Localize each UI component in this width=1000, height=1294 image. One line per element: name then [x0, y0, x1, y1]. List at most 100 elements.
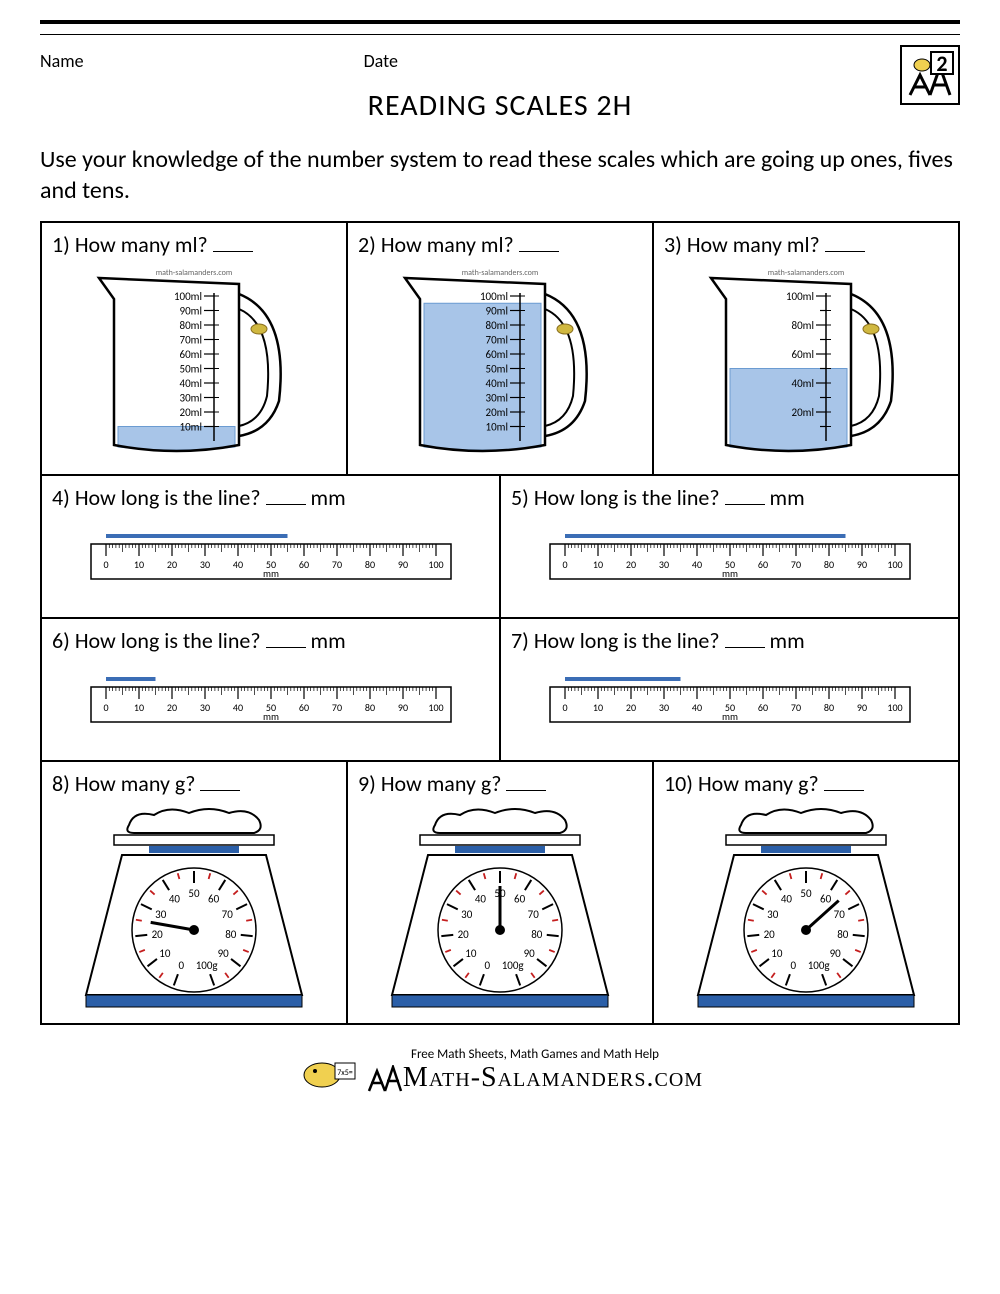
svg-text:30ml: 30ml: [486, 392, 508, 405]
answer-blank[interactable]: [725, 504, 765, 505]
svg-text:40: 40: [691, 558, 701, 571]
svg-text:100: 100: [428, 701, 443, 714]
svg-text:30: 30: [658, 701, 668, 714]
ruler-diagram: 0102030405060708090100mm: [52, 519, 489, 609]
svg-text:70ml: 70ml: [486, 334, 508, 347]
svg-text:90ml: 90ml: [180, 305, 202, 318]
q-number: 2): [358, 231, 376, 258]
answer-blank[interactable]: [506, 790, 546, 791]
svg-text:80: 80: [823, 701, 833, 714]
date-label: Date: [364, 50, 398, 72]
svg-text:40: 40: [475, 893, 487, 906]
q-label: How many ml?: [687, 231, 820, 258]
answer-blank[interactable]: [725, 647, 765, 648]
svg-text:100: 100: [428, 558, 443, 571]
answer-blank[interactable]: [825, 251, 865, 252]
questions-grid: 1) How many ml? math-salamanders.com 10m…: [40, 221, 960, 1025]
svg-text:30: 30: [767, 908, 779, 921]
question-text: 10) How many g?: [664, 770, 948, 797]
svg-text:60: 60: [757, 701, 767, 714]
q-label: How many ml?: [75, 231, 208, 258]
svg-text:70: 70: [834, 908, 846, 921]
q-label: How many g?: [75, 770, 196, 797]
svg-text:0: 0: [485, 959, 491, 972]
answer-blank[interactable]: [519, 251, 559, 252]
q-label: How long is the line?: [75, 627, 261, 654]
svg-text:60: 60: [298, 558, 308, 571]
answer-blank[interactable]: [824, 790, 864, 791]
logo-m-icon: [367, 1065, 403, 1093]
svg-text:80ml: 80ml: [180, 319, 202, 332]
question-text: 4) How long is the line? mm: [52, 484, 489, 511]
svg-text:40: 40: [232, 701, 242, 714]
svg-text:90: 90: [397, 558, 407, 571]
svg-text:70ml: 70ml: [180, 334, 202, 347]
scale-diagram: 0102030405060708090100g: [52, 805, 336, 1015]
svg-text:30ml: 30ml: [180, 392, 202, 405]
svg-text:0: 0: [562, 701, 567, 714]
answer-blank[interactable]: [213, 251, 253, 252]
svg-text:70: 70: [222, 908, 234, 921]
scale-diagram: 0102030405060708090100g: [664, 805, 948, 1015]
svg-text:10ml: 10ml: [486, 421, 508, 434]
svg-text:40: 40: [691, 701, 701, 714]
svg-text:80ml: 80ml: [486, 319, 508, 332]
svg-text:80: 80: [837, 928, 849, 941]
svg-text:60: 60: [298, 701, 308, 714]
svg-text:90: 90: [830, 947, 842, 960]
cell-q10: 10) How many g? 0102030405060708090100g: [653, 761, 959, 1024]
q-label: How long is the line?: [534, 627, 720, 654]
svg-text:20: 20: [764, 928, 776, 941]
svg-text:100: 100: [887, 701, 902, 714]
question-text: 1) How many ml?: [52, 231, 336, 258]
svg-text:20: 20: [166, 701, 176, 714]
answer-blank[interactable]: [200, 790, 240, 791]
svg-text:70: 70: [790, 701, 800, 714]
watermark: math-salamanders.com: [156, 268, 232, 278]
svg-text:50ml: 50ml: [180, 363, 202, 376]
svg-text:7x5=: 7x5=: [337, 1068, 353, 1078]
svg-text:60: 60: [757, 558, 767, 571]
svg-text:80: 80: [823, 558, 833, 571]
svg-text:90: 90: [218, 947, 230, 960]
footer-site: Math-Salamanders.com: [367, 1062, 703, 1094]
q-number: 5): [511, 484, 529, 511]
svg-text:0: 0: [791, 959, 797, 972]
cell-q9: 9) How many g? 0102030405060708090100g: [347, 761, 653, 1024]
answer-blank[interactable]: [266, 647, 306, 648]
scale-diagram: 0102030405060708090100g: [358, 805, 642, 1015]
answer-blank[interactable]: [266, 504, 306, 505]
svg-text:0: 0: [179, 959, 185, 972]
svg-text:60ml: 60ml: [180, 348, 202, 361]
svg-text:40ml: 40ml: [180, 377, 202, 390]
svg-text:mm: mm: [722, 567, 738, 580]
row-scales: 8) How many g? 0102030405060708090100g 9…: [41, 761, 959, 1024]
svg-text:0: 0: [562, 558, 567, 571]
jug-diagram: math-salamanders.com 10ml20ml30ml40ml50m…: [358, 266, 642, 466]
q-number: 8): [52, 770, 70, 797]
svg-text:60: 60: [514, 893, 526, 906]
question-text: 3) How many ml?: [664, 231, 948, 258]
svg-text:mm: mm: [263, 567, 279, 580]
question-text: 9) How many g?: [358, 770, 642, 797]
cell-q4: 4) How long is the line? mm 010203040506…: [41, 475, 500, 618]
svg-text:30: 30: [199, 701, 209, 714]
cell-q7: 7) How long is the line? mm 010203040506…: [500, 618, 959, 761]
cell-q2: 2) How many ml? math-salamanders.com 10m…: [347, 222, 653, 475]
top-border-thin: [40, 34, 960, 35]
q-unit: mm: [770, 627, 805, 654]
svg-text:70: 70: [331, 558, 341, 571]
svg-text:60ml: 60ml: [792, 348, 814, 361]
footer-site-text: Math-Salamanders.com: [403, 1062, 703, 1093]
svg-text:30: 30: [155, 908, 167, 921]
name-label: Name: [40, 50, 84, 72]
q-label: How many g?: [381, 770, 502, 797]
svg-text:80: 80: [364, 701, 374, 714]
question-text: 7) How long is the line? mm: [511, 627, 948, 654]
svg-text:10: 10: [159, 947, 171, 960]
svg-text:70: 70: [528, 908, 540, 921]
svg-text:80: 80: [531, 928, 543, 941]
svg-text:50: 50: [188, 887, 200, 900]
ruler-diagram: 0102030405060708090100mm: [52, 662, 489, 752]
svg-text:10: 10: [465, 947, 477, 960]
